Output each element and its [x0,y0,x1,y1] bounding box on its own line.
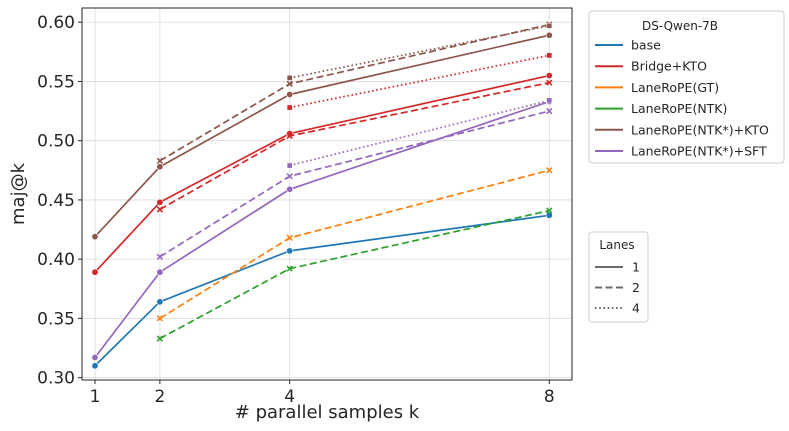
y-tick-label: 0.35 [37,309,75,329]
data-point [546,107,553,115]
data-point [546,97,553,104]
legend-model-label: Bridge+KTO [631,59,707,74]
ticks: 1 2 4 8 0.30 0.35 0.40 0.45 0.50 0.55 0.60 [37,13,555,407]
y-axis-label: maj@k [8,162,29,225]
series-line [156,79,553,213]
data-point [286,104,293,111]
data-point [546,167,553,174]
data-point [286,90,294,98]
y-tick-label: 0.40 [37,250,75,270]
data-point [286,247,294,255]
series-line [91,31,553,241]
series-line [156,21,553,164]
x-tick-label: 4 [284,387,295,407]
legend-lanes-label: 1 [632,260,640,275]
series-path [94,214,550,367]
series-line [156,207,553,342]
data-point [91,362,99,370]
y-tick-label: 0.60 [37,13,75,33]
data-point [156,163,164,171]
data-point [156,335,164,342]
data-point [546,52,553,59]
series-path [94,100,550,359]
legend-model-box [588,10,785,164]
legend-lanes: Lanes 1 2 4 [588,231,649,323]
series-path [159,209,550,340]
series-line [91,98,553,361]
legend-model-label: LaneRoPE(NTK) [631,101,727,116]
data-point [286,75,293,81]
x-tick-label: 8 [544,387,555,407]
legend-lanes-box [588,231,649,323]
data-point [286,234,293,241]
y-tick-label: 0.30 [37,369,75,389]
x-tick-label: 2 [154,387,165,407]
series-path [289,24,550,79]
y-tick-label: 0.55 [37,72,75,92]
series-line [156,167,553,322]
series-path [94,34,550,238]
data-point [546,79,553,86]
x-axis-label: # parallel samples k [235,402,420,423]
legend-model: DS-Qwen-7B base Bridge+KTO LaneRoPE(GT) Lan… [588,10,785,164]
data-point [156,198,164,206]
data-point [91,268,99,276]
data-point [546,207,553,214]
y-tick-label: 0.50 [37,132,75,152]
data-point [545,72,553,80]
data-point [156,298,164,306]
series-path [159,169,550,320]
series-line [91,211,553,370]
legend-model-label: LaneRoPE(NTK*)+KTO [631,122,769,137]
data-point [545,31,553,39]
series-line [286,52,553,111]
data-point [546,22,553,29]
legend-lanes-label: 4 [632,301,640,316]
data-point [286,265,293,272]
legend-model-label: base [631,38,661,53]
grid [82,8,572,380]
legend-model-label: LaneRoPE(NTK*)+SFT [631,144,767,159]
series-line [286,22,553,81]
series-line [91,72,553,276]
series-line [286,97,553,169]
series-layer [91,21,553,370]
data-point [156,268,164,276]
data-point [156,315,164,322]
data-point [91,353,99,361]
legend-lanes-title: Lanes [599,238,634,252]
data-point [545,211,553,219]
data-point [286,80,293,87]
series-path [94,74,550,273]
y-tick-label: 0.45 [37,191,75,211]
series-path [289,99,550,167]
data-point [156,157,164,164]
legend-model-label: LaneRoPE(GT) [631,80,719,95]
data-point [156,206,164,213]
legend-model-title: DS-Qwen-7B [642,19,718,33]
legend-lanes-label: 2 [632,280,640,295]
series-path [159,81,550,211]
x-tick-label: 1 [90,387,101,407]
data-point [286,132,293,140]
plot-frame [81,7,573,381]
data-point [286,162,293,169]
data-point [286,185,294,193]
data-point [156,253,164,260]
data-point [286,173,293,180]
series-line [156,107,553,260]
data-point [91,233,99,241]
